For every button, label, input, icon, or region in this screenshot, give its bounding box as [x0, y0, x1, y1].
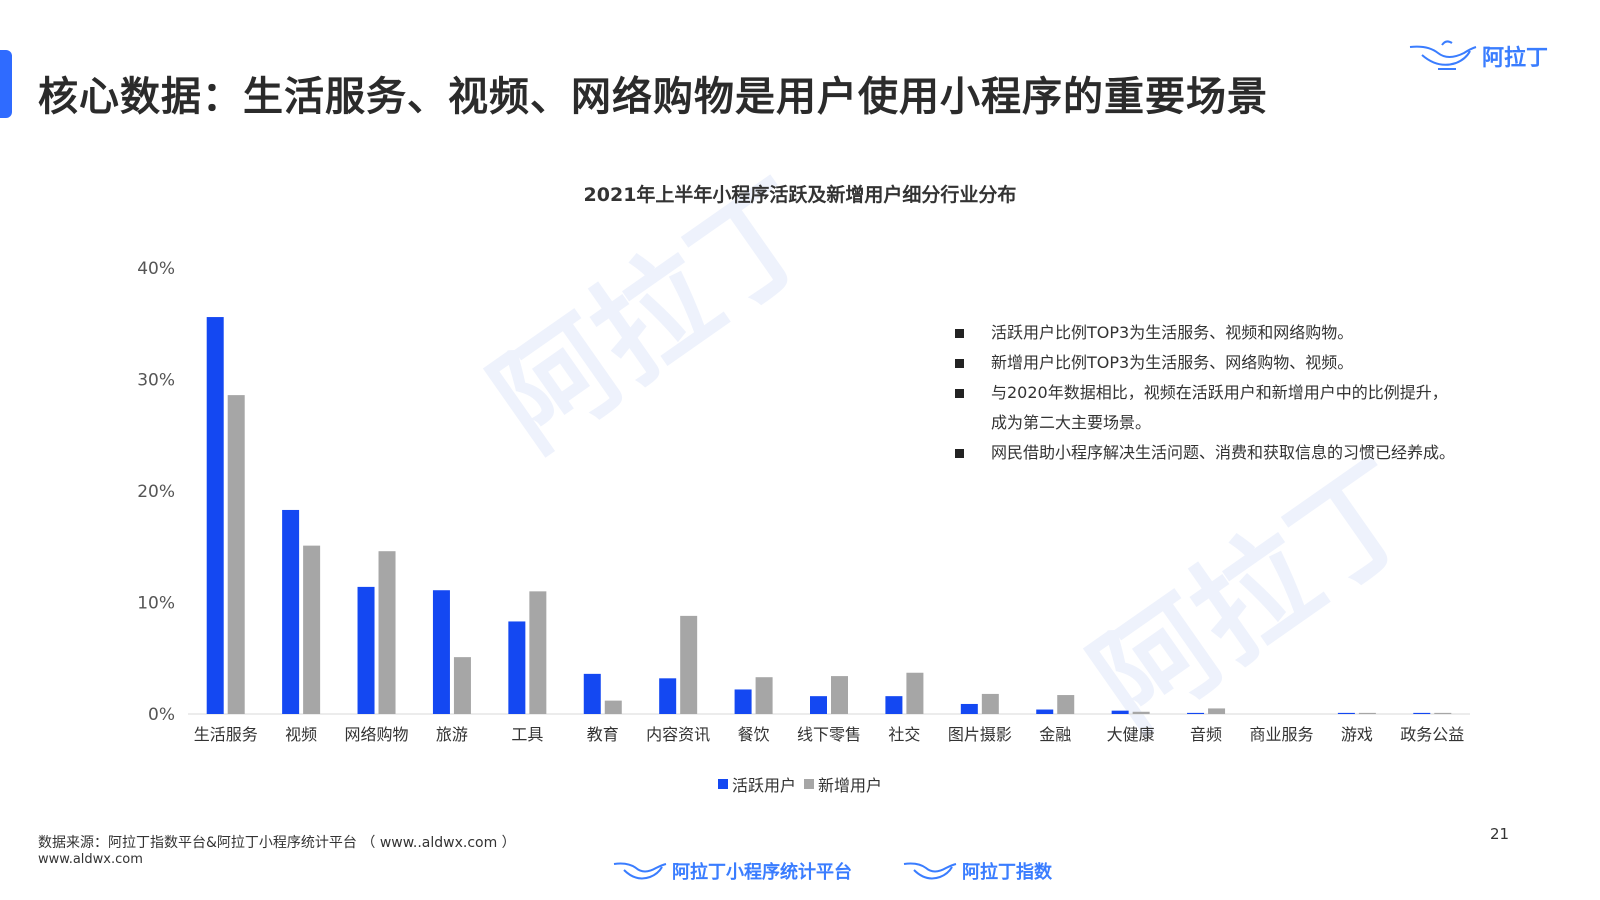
bar-active [206, 317, 224, 714]
bar-active [1187, 712, 1205, 714]
bar-active [1413, 712, 1431, 714]
x-tick-label: 网络购物 [345, 725, 409, 744]
bar-active [1036, 709, 1054, 714]
bar-active [1337, 712, 1355, 714]
bar-new [1434, 712, 1452, 714]
bar-new [303, 545, 321, 714]
bar-active [282, 509, 300, 714]
bar-active [357, 586, 375, 714]
note-item: 与2020年数据相比，视频在活跃用户和新增用户中的比例提升， [955, 378, 1515, 408]
x-tick-label: 音频 [1190, 725, 1222, 744]
note-item-continued: 成为第二大主要场景。 [991, 413, 1152, 432]
bar-active [810, 696, 827, 714]
y-tick-label: 40% [137, 259, 175, 279]
x-tick-label: 金融 [1039, 725, 1071, 744]
x-tick-label: 视频 [285, 725, 317, 744]
bar-active [885, 696, 903, 714]
bar-new [981, 693, 999, 714]
bar-active [1111, 710, 1129, 714]
x-tick-label: 商业服务 [1249, 725, 1313, 744]
data-source: 数据来源：阿拉丁指数平台&阿拉丁小程序统计平台 （ www..aldwx.com… [38, 835, 516, 851]
bar-active [734, 689, 752, 714]
note-item: 网民借助小程序解决生活问题、消费和获取信息的习惯已经养成。 [955, 438, 1515, 468]
legend-swatch-new [804, 779, 814, 789]
x-tick-label: 线下零售 [797, 725, 861, 744]
brand-name: 阿拉丁 [1482, 46, 1549, 71]
legend-item-new: 新增用户 [804, 772, 882, 796]
chart-legend: 活跃用户 新增用户 [0, 772, 1600, 796]
x-tick-label: 内容资讯 [646, 725, 710, 744]
bar-new [604, 700, 622, 714]
bar-new [1132, 711, 1150, 714]
x-tick-label: 教育 [587, 725, 619, 744]
footer-logo-stats-label: 阿拉丁小程序统计平台 [672, 862, 852, 883]
x-tick-label: 生活服务 [194, 725, 258, 744]
bar-new [906, 672, 924, 714]
note-item: 活跃用户比例TOP3为生活服务、视频和网络购物。 [955, 318, 1515, 348]
note-item: 新增用户比例TOP3为生活服务、网络购物、视频。 [955, 348, 1515, 378]
bar-new [1358, 712, 1376, 714]
site-url: www.aldwx.com [38, 852, 143, 867]
bar-new [227, 395, 245, 714]
title-accent-bar [0, 50, 12, 118]
legend-swatch-active [717, 779, 728, 789]
x-tick-label: 工具 [511, 725, 543, 744]
brand-logo-top: 阿拉丁 [1408, 36, 1548, 76]
x-tick-label: 大健康 [1107, 725, 1155, 744]
magic-lamp-icon [1409, 40, 1477, 70]
x-tick-label: 旅游 [436, 725, 468, 744]
bar-new [680, 615, 698, 714]
bar-new [378, 551, 396, 714]
x-tick-label: 餐饮 [738, 725, 770, 744]
square-bullet-icon [955, 329, 964, 338]
y-tick-label: 20% [137, 482, 175, 502]
bar-new [755, 677, 773, 714]
bar-active [960, 703, 978, 714]
x-tick-label: 游戏 [1341, 725, 1373, 744]
footer-logo-index: 阿拉丁指数 [902, 858, 1052, 884]
magic-lamp-icon [903, 862, 957, 880]
bar-new [1057, 695, 1075, 714]
square-bullet-icon [955, 449, 964, 458]
legend-item-active: 活跃用户 [717, 772, 796, 796]
square-bullet-icon [955, 389, 964, 398]
bar-active [432, 590, 450, 714]
x-tick-label: 政务公益 [1400, 725, 1464, 744]
footer-logo-stats: 阿拉丁小程序统计平台 [612, 858, 852, 884]
bar-active [508, 621, 526, 714]
square-bullet-icon [955, 359, 964, 368]
chart-title: 2021年上半年小程序活跃及新增用户细分行业分布 [583, 184, 1017, 206]
footer-logo-index-label: 阿拉丁指数 [962, 862, 1052, 883]
bar-new [831, 676, 848, 714]
y-tick-label: 30% [137, 371, 175, 391]
page-number: 21 [1490, 825, 1510, 843]
bar-new [529, 591, 547, 714]
bar-new [453, 657, 471, 714]
page-title: 核心数据：生活服务、视频、网络购物是用户使用小程序的重要场景 [38, 74, 1268, 120]
bar-active [659, 678, 677, 714]
bar-new [1208, 708, 1226, 714]
bar-active [583, 673, 601, 714]
magic-lamp-icon [613, 862, 667, 880]
notes-list: 活跃用户比例TOP3为生活服务、视频和网络购物。 新增用户比例TOP3为生活服务… [955, 318, 1515, 468]
y-tick-label: 10% [137, 594, 175, 614]
x-tick-label: 社交 [888, 725, 920, 744]
y-tick-label: 0% [148, 705, 175, 725]
x-tick-label: 图片摄影 [948, 725, 1012, 744]
